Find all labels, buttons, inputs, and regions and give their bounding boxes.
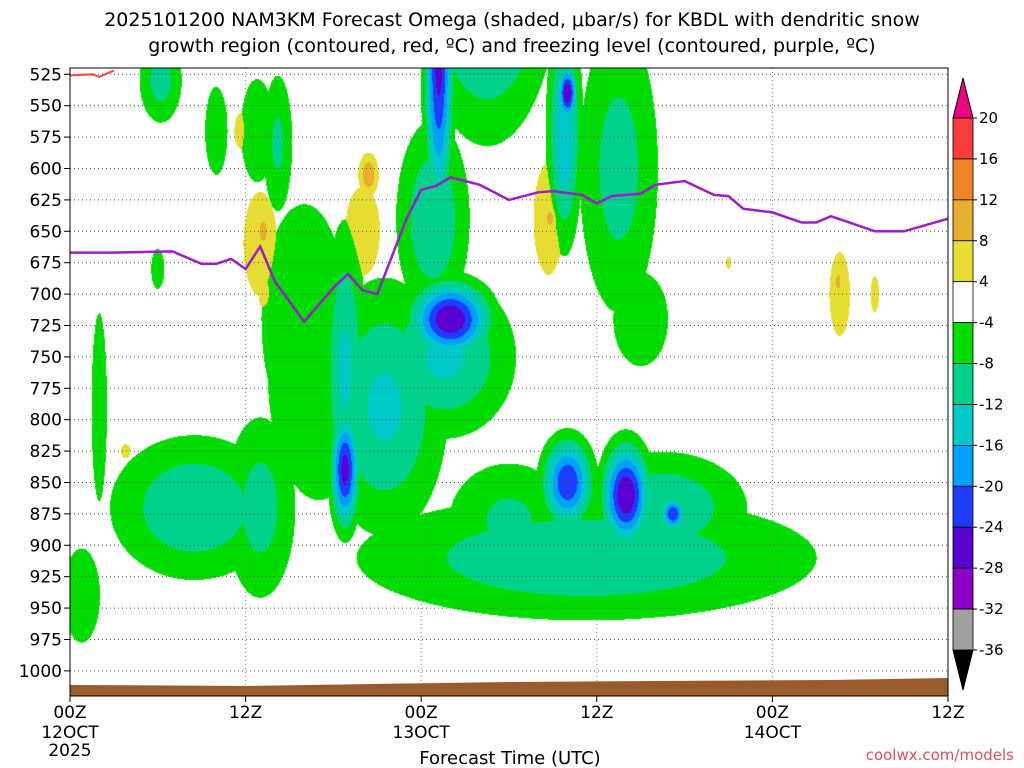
x-tick-label: 12Z bbox=[931, 703, 964, 723]
colorbar-label: 12 bbox=[979, 191, 998, 209]
x-axis-label: Forecast Time (UTC) bbox=[419, 748, 600, 768]
x-tick-label: 00Z bbox=[756, 703, 789, 723]
y-tick-label: 550 bbox=[30, 97, 62, 117]
y-tick-label: 750 bbox=[30, 348, 62, 368]
colorbar-box bbox=[952, 485, 974, 528]
colorbar-label: 4 bbox=[979, 273, 989, 291]
colorbar-label: -12 bbox=[979, 395, 1004, 413]
colorbar-box bbox=[952, 608, 974, 651]
plot-area bbox=[70, 68, 948, 696]
chart-title-line1: 2025101200 NAM3KM Forecast Omega (shaded… bbox=[104, 9, 920, 31]
chart-title-line2: growth region (contoured, red, ºC) and f… bbox=[148, 35, 875, 57]
y-axis-ticks: 525 550 575 600 625 650 675 700 725 750 775 800 825 8… bbox=[19, 65, 70, 682]
freezing-level-contour bbox=[70, 175, 948, 324]
x-tick-date: 13OCT bbox=[393, 723, 451, 743]
colorbar-box bbox=[952, 567, 974, 610]
y-tick-label: 525 bbox=[30, 65, 62, 85]
colorbar-box bbox=[952, 444, 974, 487]
plot-frame bbox=[69, 67, 949, 697]
colorbar-top-arrow bbox=[952, 77, 974, 119]
y-tick-label: 575 bbox=[30, 128, 62, 148]
colorbar-label: -28 bbox=[979, 559, 1004, 577]
y-tick-label: 825 bbox=[30, 442, 62, 462]
dendritic-growth-contour bbox=[70, 69, 115, 78]
colorbar-label: -36 bbox=[979, 641, 1004, 659]
grid-lines bbox=[70, 68, 948, 696]
colorbar-label: -16 bbox=[979, 436, 1004, 454]
colorbar-label: 8 bbox=[979, 232, 989, 250]
ground-surface bbox=[70, 677, 948, 696]
y-tick-label: 925 bbox=[30, 568, 62, 588]
colorbar-label: -4 bbox=[979, 314, 994, 332]
colorbar-label: -24 bbox=[979, 518, 1004, 536]
y-tick-label: 625 bbox=[30, 191, 62, 211]
colorbar-label: -20 bbox=[979, 477, 1004, 495]
colorbar: 20 16 12 8 4 -4 -8 -12 -16 -20 -24 -28 -32 -36 bbox=[952, 77, 1004, 691]
colorbar-label: -8 bbox=[979, 355, 994, 373]
y-tick-label: 1000 bbox=[19, 662, 62, 682]
x-tick-date: 14OCT bbox=[744, 723, 802, 743]
colorbar-box bbox=[952, 158, 974, 201]
colorbar-label: 20 bbox=[979, 109, 998, 127]
credit-label: coolwx.com/models bbox=[866, 746, 1014, 764]
x-tick-label: 12Z bbox=[580, 703, 613, 723]
colorbar-label: -32 bbox=[979, 600, 1004, 618]
y-tick-label: 600 bbox=[30, 159, 62, 179]
y-tick-label: 800 bbox=[30, 411, 62, 431]
y-tick-label: 950 bbox=[30, 599, 62, 619]
y-tick-label: 775 bbox=[30, 379, 62, 399]
x-tick-label: 00Z bbox=[53, 703, 86, 723]
y-tick-label: 850 bbox=[30, 473, 62, 493]
y-tick-label: 875 bbox=[30, 505, 62, 525]
x-tick-date: 12OCT bbox=[41, 723, 99, 743]
colorbar-box bbox=[952, 117, 974, 160]
colorbar-box bbox=[952, 363, 974, 405]
y-tick-label: 700 bbox=[30, 285, 62, 305]
colorbar-label: 16 bbox=[979, 150, 998, 168]
y-tick-label: 650 bbox=[30, 222, 62, 242]
colorbar-box bbox=[952, 281, 974, 324]
colorbar-box bbox=[952, 322, 974, 364]
colorbar-box bbox=[952, 240, 974, 283]
x-tick-label: 00Z bbox=[405, 703, 438, 723]
colorbar-box bbox=[952, 199, 974, 242]
x-tick-label: 12Z bbox=[229, 703, 262, 723]
omega-shading bbox=[70, 68, 948, 696]
colorbar-box bbox=[952, 526, 974, 569]
y-tick-label: 975 bbox=[30, 630, 62, 650]
colorbar-box bbox=[952, 404, 974, 446]
y-tick-label: 675 bbox=[30, 254, 62, 274]
x-tick-year: 2025 bbox=[48, 741, 91, 761]
y-tick-label: 725 bbox=[30, 316, 62, 336]
y-tick-label: 900 bbox=[30, 536, 62, 556]
colorbar-bottom-arrow bbox=[952, 649, 974, 691]
